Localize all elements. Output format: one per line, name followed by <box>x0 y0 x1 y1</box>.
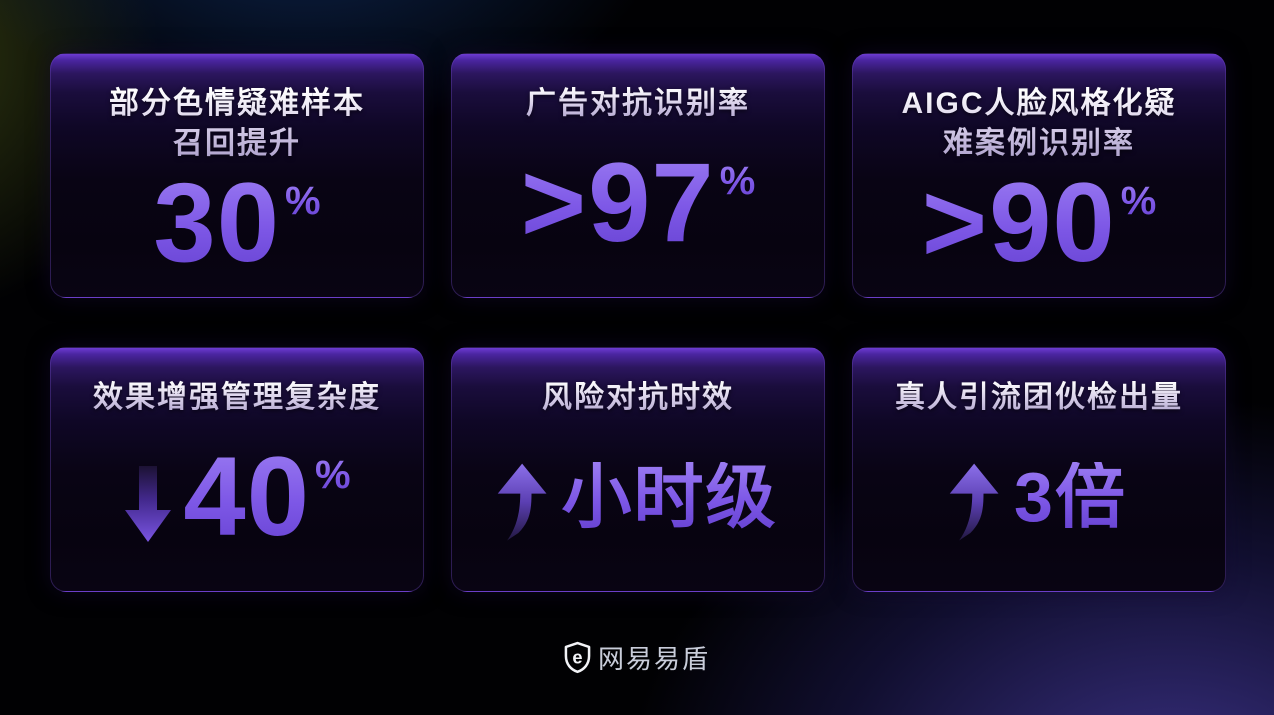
card-title-line1: 风险对抗时效 <box>542 381 734 414</box>
card-title-line1: 部分色情疑难样本 <box>109 87 365 120</box>
stat-zone: 40 % <box>51 418 423 591</box>
stat-card-risk-timeliness: 风险对抗时效 <box>451 347 825 592</box>
card-title-line1: 真人引流团伙检出量 <box>895 381 1183 414</box>
stat-value: 3倍 <box>1014 457 1127 536</box>
card-title: 部分色情疑难样本 召回提升 <box>109 84 365 164</box>
brand-name: 网易易盾 <box>597 644 710 674</box>
arrow-up-icon <box>946 461 1006 549</box>
greater-than-sign: > <box>520 139 587 265</box>
stat-zone: 小时级 <box>452 418 824 591</box>
stat-card-ad-adversarial: 广告对抗识别率 > 97 % > 97 % <box>451 53 825 298</box>
shield-e-icon: e <box>564 641 591 674</box>
stat-value-row: 3倍 <box>946 453 1132 541</box>
card-title: 真人引流团伙检出量 <box>895 378 1183 418</box>
stat-value: 小时级 <box>561 457 778 536</box>
percent-sign: % <box>285 178 321 223</box>
arrow-down-icon <box>123 465 173 548</box>
card-title: AIGC人脸风格化疑 难案例识别率 <box>902 84 1177 164</box>
arrow-up-icon <box>494 461 554 549</box>
brand-logo: e 网易易盾 <box>0 639 1274 676</box>
percent-sign: % <box>1120 178 1157 223</box>
stat-value: 90 <box>989 159 1116 285</box>
stat-zone: 3倍 <box>853 418 1225 591</box>
stat-card-aigc-face: AIGC人脸风格化疑 难案例识别率 > 90 % > 90 % <box>852 53 1226 298</box>
stat-zone: > 90 % > 90 % <box>853 159 1225 297</box>
card-title-line1: AIGC人脸风格化疑 <box>901 87 1177 120</box>
stat-value-row: 40 % <box>123 433 351 559</box>
stat-zone: > 97 % > 97 % <box>452 124 824 297</box>
stat-card-porn-recall: 部分色情疑难样本 召回提升 30 % 30 % <box>50 53 424 298</box>
stat-value-row: 30 % <box>153 159 321 285</box>
stat-value-row: > 90 % <box>921 159 1157 285</box>
stats-grid: 部分色情疑难样本 召回提升 30 % 30 % 广告对抗识别率 <box>50 53 1226 592</box>
card-title: 效果增强管理复杂度 <box>93 378 381 418</box>
stat-value-row: > 97 % <box>520 139 756 265</box>
stat-value: 30 <box>153 159 280 285</box>
svg-text:e: e <box>572 646 582 667</box>
card-title-line1: 效果增强管理复杂度 <box>93 381 381 414</box>
card-title-line2: 难案例识别率 <box>943 127 1135 161</box>
card-title: 广告对抗识别率 <box>526 84 750 124</box>
card-title: 风险对抗时效 <box>542 378 734 418</box>
card-title-line2: 召回提升 <box>173 127 301 161</box>
card-title-line1: 广告对抗识别率 <box>526 87 750 120</box>
greater-than-sign: > <box>921 159 988 285</box>
stat-value: 97 <box>588 139 715 265</box>
percent-sign: % <box>315 452 351 497</box>
stat-value-row: 小时级 <box>494 453 783 541</box>
stat-card-management-complexity: 效果增强管理复杂度 <box>50 347 424 592</box>
percent-sign: % <box>719 158 756 203</box>
stat-card-gang-detection: 真人引流团伙检出量 <box>852 347 1226 592</box>
stat-value: 40 <box>183 433 310 559</box>
stat-zone: 30 % 30 % <box>51 159 423 297</box>
